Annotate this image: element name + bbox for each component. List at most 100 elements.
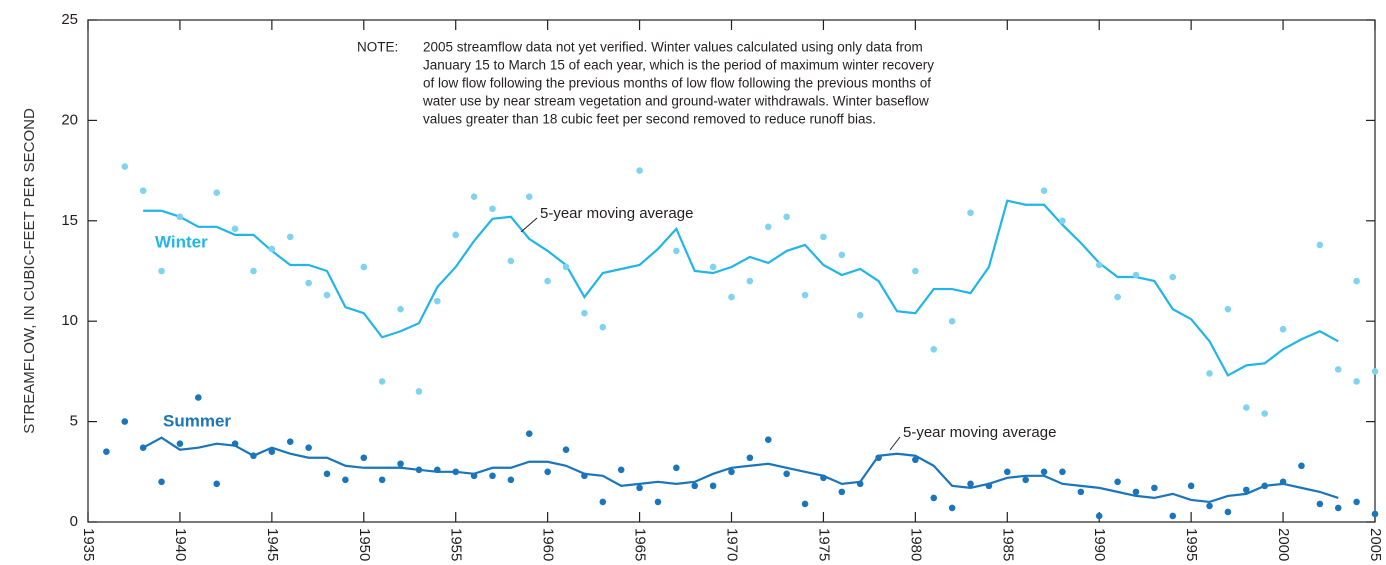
series-label: Winter (155, 232, 208, 251)
data-point (397, 460, 404, 468)
data-point (434, 466, 441, 474)
data-point (1077, 488, 1085, 496)
x-tick-label: 2000 (1275, 528, 1292, 561)
data-point (1114, 478, 1121, 486)
data-point (1059, 468, 1066, 476)
data-point (764, 436, 772, 443)
data-point (967, 480, 974, 488)
data-point (709, 482, 717, 490)
data-point (636, 167, 643, 174)
annotation: 5-year moving average (903, 424, 1056, 441)
data-point (415, 388, 423, 395)
data-point (1095, 261, 1103, 269)
data-point (378, 378, 386, 385)
data-point (801, 500, 809, 508)
data-point (1353, 498, 1360, 506)
data-point (801, 291, 809, 299)
y-tick-label: 0 (70, 513, 78, 530)
data-point (525, 193, 533, 201)
data-point (323, 291, 331, 299)
data-point (544, 468, 551, 476)
data-point (728, 468, 735, 476)
data-point (1132, 271, 1140, 279)
data-point (1334, 366, 1342, 373)
data-point (360, 263, 368, 271)
x-tick-label: 1975 (815, 528, 832, 561)
data-point (139, 444, 147, 452)
note-label: NOTE: (357, 40, 398, 55)
data-point (470, 193, 478, 201)
data-point (599, 498, 607, 506)
data-point (103, 448, 110, 456)
data-point (250, 452, 257, 460)
y-tick-label: 5 (70, 413, 78, 430)
data-point (1040, 187, 1048, 194)
data-point (581, 472, 588, 480)
moving-average-line (143, 199, 1339, 377)
note-line: 2005 streamflow data not yet verified. W… (423, 40, 923, 55)
data-point (1022, 476, 1029, 484)
data-point (1114, 293, 1121, 301)
data-point (1095, 512, 1103, 520)
data-point (397, 305, 404, 313)
data-point (378, 476, 386, 484)
data-point (342, 476, 349, 484)
data-point (1151, 484, 1158, 492)
data-point (231, 225, 239, 233)
data-point (415, 466, 423, 474)
data-point (838, 488, 846, 496)
data-point (820, 233, 827, 241)
data-point (158, 478, 165, 486)
data-point (250, 267, 257, 275)
data-point (1206, 370, 1213, 377)
data-point (599, 323, 607, 331)
data-point (268, 448, 276, 456)
note-line: of low flow following the previous month… (423, 76, 931, 91)
data-point (783, 470, 790, 478)
data-point (1059, 217, 1066, 225)
x-tick-label: 2005 (1367, 528, 1384, 561)
data-point (562, 446, 570, 454)
x-tick-label: 1990 (1091, 528, 1108, 561)
x-tick-label: 1950 (356, 528, 373, 561)
data-point (452, 231, 460, 239)
data-point (654, 498, 662, 506)
x-tick-label: 1970 (724, 528, 741, 561)
data-point (930, 494, 938, 502)
data-point (912, 456, 919, 464)
data-point (1206, 502, 1213, 510)
data-point (838, 251, 846, 259)
data-point (709, 263, 717, 271)
data-point (948, 317, 956, 325)
x-tick-label: 1935 (80, 528, 97, 561)
data-point (746, 454, 754, 462)
data-point (1224, 305, 1232, 313)
data-point (507, 476, 515, 484)
x-tick-label: 1980 (907, 528, 924, 561)
data-point (1353, 378, 1360, 385)
data-point (323, 470, 331, 478)
data-point (195, 394, 202, 401)
data-point (525, 430, 533, 437)
data-point (1298, 462, 1305, 470)
data-point (1334, 504, 1342, 512)
y-tick-label: 10 (61, 312, 78, 329)
x-tick-label: 1985 (999, 528, 1016, 561)
data-point (691, 482, 699, 490)
data-point (673, 247, 680, 255)
data-point (967, 209, 974, 217)
data-point (912, 267, 919, 275)
data-point (746, 277, 754, 285)
note-line: January 15 to March 15 of each year, whi… (423, 58, 934, 73)
data-point (1371, 510, 1379, 518)
data-point (1224, 508, 1232, 516)
data-point (1279, 478, 1287, 486)
data-point (1169, 512, 1177, 520)
data-point (985, 482, 993, 490)
data-point (856, 311, 864, 319)
x-tick-label: 1955 (448, 528, 465, 561)
plot-frame (87, 19, 1376, 523)
data-point (820, 474, 827, 482)
data-point (948, 504, 956, 512)
